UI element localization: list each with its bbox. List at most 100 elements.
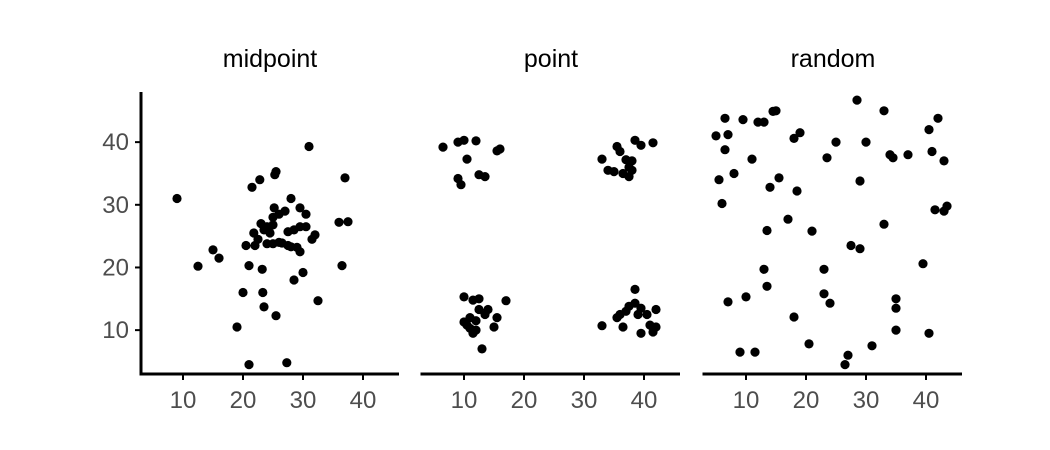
point-random-17 (762, 225, 772, 236)
point-midpoint-18 (259, 302, 269, 312)
point-midpoint-3 (214, 253, 224, 263)
point-random-29 (819, 289, 829, 299)
point-random-40 (861, 137, 871, 147)
point-point-11 (459, 292, 469, 302)
point-random-32 (825, 298, 835, 308)
point-midpoint-45 (301, 209, 311, 219)
point-random-7 (729, 168, 739, 179)
point-random-6 (723, 297, 733, 307)
point-point-42 (597, 321, 607, 331)
x-tick-label-midpoint-40: 40 (350, 387, 377, 414)
point-random-31 (822, 153, 832, 163)
point-midpoint-12 (253, 234, 263, 244)
point-random-37 (852, 95, 862, 105)
x-axes: 10 20 30 40 10 20 30 40 10 20 30 40 (139, 372, 962, 414)
point-midpoint-24 (269, 203, 279, 213)
point-random-50 (918, 259, 928, 269)
point-midpoint-43 (295, 203, 305, 213)
point-point-8 (480, 172, 490, 182)
point-point-48 (630, 284, 640, 294)
point-point-37 (627, 156, 637, 166)
point-midpoint-27 (270, 170, 280, 180)
point-random-11 (747, 154, 757, 164)
point-random-9 (738, 115, 748, 125)
x-tick-label-random-40: 40 (913, 387, 940, 414)
x-tick-label-midpoint-30: 30 (290, 387, 317, 414)
x-tick-label-midpoint-10: 10 (170, 387, 197, 414)
point-random-16 (762, 281, 772, 291)
point-midpoint-32 (280, 206, 290, 216)
point-random-14 (759, 117, 769, 127)
point-random-42 (879, 106, 889, 116)
point-point-28 (597, 154, 607, 164)
point-random-46 (891, 294, 901, 304)
point-midpoint-54 (343, 217, 353, 227)
point-midpoint-21 (265, 228, 275, 238)
point-midpoint-52 (337, 261, 347, 271)
point-random-49 (903, 150, 913, 160)
point-random-53 (927, 146, 937, 157)
point-point-38 (627, 165, 637, 175)
point-random-0 (711, 131, 721, 141)
point-point-30 (609, 167, 619, 177)
point-random-15 (759, 264, 769, 274)
panel-random: random (711, 45, 952, 370)
point-midpoint-36 (286, 193, 296, 204)
point-random-23 (789, 312, 799, 322)
point-midpoint-8 (244, 360, 254, 370)
panel-title-midpoint: midpoint (223, 45, 318, 73)
point-random-8 (735, 347, 745, 357)
point-point-20 (474, 294, 484, 304)
point-midpoint-39 (289, 275, 299, 285)
point-random-12 (750, 347, 760, 357)
point-point-41 (648, 138, 658, 148)
point-random-45 (888, 153, 898, 163)
panel-point: point (438, 45, 661, 354)
point-point-6 (471, 136, 481, 146)
point-point-3 (456, 180, 466, 190)
point-random-20 (771, 106, 781, 116)
point-midpoint-50 (313, 296, 323, 306)
point-random-38 (855, 176, 865, 186)
point-random-4 (720, 145, 730, 155)
panel-midpoint: midpoint (172, 45, 353, 370)
point-point-22 (477, 344, 487, 354)
point-midpoint-42 (295, 247, 305, 257)
point-point-19 (471, 325, 481, 335)
x-tick-label-point-10: 10 (451, 387, 478, 414)
point-point-4 (459, 135, 469, 145)
point-midpoint-5 (238, 287, 248, 298)
point-random-21 (774, 173, 784, 183)
point-random-2 (717, 198, 727, 209)
point-midpoint-0 (172, 193, 182, 204)
y-tick-label-30: 30 (102, 192, 129, 219)
y-tick-label-20: 20 (102, 254, 129, 281)
y-tick-label-10: 10 (102, 317, 129, 344)
point-random-34 (840, 360, 850, 370)
point-random-52 (924, 328, 934, 338)
point-random-36 (843, 350, 853, 360)
point-random-5 (723, 130, 733, 140)
point-midpoint-6 (241, 240, 251, 251)
point-point-52 (636, 328, 646, 338)
point-midpoint-9 (247, 182, 257, 192)
points-point (438, 135, 661, 354)
point-random-25 (792, 186, 802, 196)
point-point-0 (438, 142, 448, 152)
point-random-58 (942, 201, 952, 211)
point-midpoint-53 (340, 173, 350, 183)
point-random-26 (795, 128, 805, 138)
point-midpoint-15 (257, 264, 267, 274)
point-random-43 (879, 219, 889, 229)
point-random-47 (891, 303, 901, 313)
point-midpoint-49 (310, 230, 320, 240)
point-random-28 (807, 226, 817, 236)
point-random-51 (924, 125, 934, 135)
panel-title-point: point (524, 45, 578, 73)
point-midpoint-2 (208, 245, 218, 255)
x-tick-label-point-20: 20 (511, 387, 538, 414)
point-point-53 (642, 309, 652, 320)
point-random-39 (855, 244, 865, 254)
point-random-35 (846, 240, 856, 251)
panel-title-random: random (791, 45, 876, 73)
